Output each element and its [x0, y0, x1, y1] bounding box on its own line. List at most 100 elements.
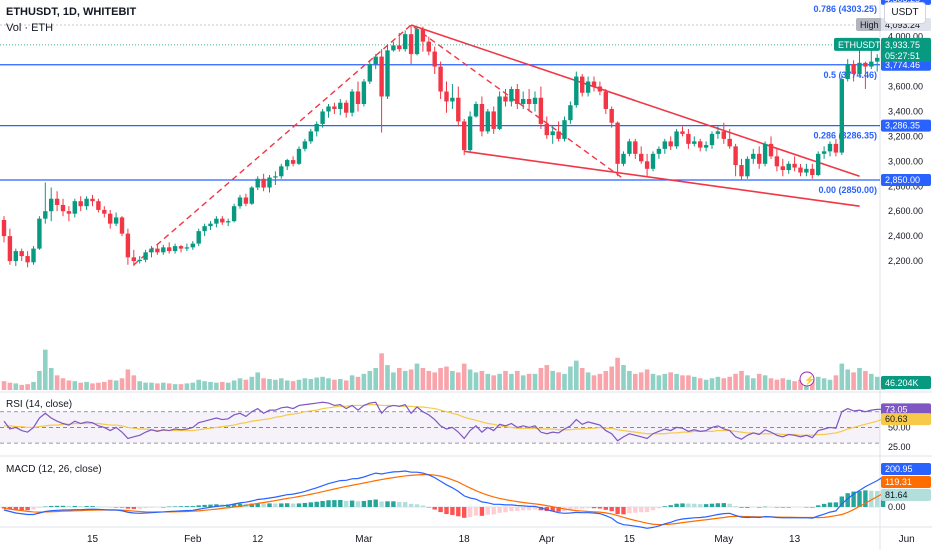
candle-body — [491, 111, 496, 129]
macd-histogram-bar — [125, 507, 131, 509]
macd-histogram-bar — [432, 507, 437, 510]
candle — [296, 146, 302, 166]
currency-selector[interactable]: USDT — [884, 2, 926, 24]
volume-bar — [220, 381, 225, 390]
macd-histogram-bar — [19, 507, 24, 511]
fib-price-tag-text: 2,850.00 — [885, 175, 920, 185]
candle-body — [255, 178, 260, 188]
candle-body — [650, 153, 656, 169]
macd-histogram-bar — [326, 500, 331, 507]
macd-histogram-bar — [196, 505, 201, 507]
candle-body — [615, 122, 620, 164]
symbol-tag: ETHUSDT — [838, 40, 881, 50]
macd-histogram-bar — [479, 507, 485, 516]
candle-body — [72, 201, 77, 214]
candle-body — [202, 226, 207, 232]
candle-body — [379, 56, 384, 97]
candle-body — [479, 103, 485, 132]
candle — [792, 156, 797, 172]
macd-histogram-bar — [355, 501, 361, 507]
price-tick-label: 3,400.00 — [888, 106, 923, 116]
volume-bar — [320, 376, 325, 390]
candle — [155, 244, 160, 255]
macd-histogram-bar — [603, 507, 608, 510]
volume-bar — [686, 375, 691, 390]
candle — [491, 106, 496, 134]
candle-body — [674, 131, 679, 147]
volume-bar — [815, 376, 821, 390]
candle — [644, 153, 650, 177]
volume-bar — [562, 373, 567, 390]
candle-body — [397, 45, 402, 50]
candle — [621, 151, 626, 167]
candle-body — [102, 209, 107, 214]
candle-body — [113, 217, 119, 224]
last-price-value: 3,933.75 — [885, 40, 920, 50]
candle — [544, 116, 549, 139]
macd-histogram-bar — [668, 505, 673, 507]
candle-body — [326, 106, 331, 112]
volume-bar — [72, 381, 78, 390]
volume-bar — [839, 363, 845, 390]
symbol-title: ETHUSDT, 1D, WHITEBIT — [6, 6, 137, 18]
candle-body — [285, 160, 290, 167]
macd-histogram-bar — [7, 507, 13, 510]
macd-pane: MACD (12, 26, close) 0.00 200.95 119.31 81.6… — [0, 463, 931, 529]
macd-histogram-bar — [804, 507, 809, 508]
candle — [432, 46, 437, 75]
volume-bar — [520, 375, 526, 390]
candle — [349, 89, 355, 117]
macd-histogram-bar — [786, 507, 791, 508]
rsi-ma-value: 60.63 — [885, 414, 908, 424]
candle — [574, 71, 579, 108]
macd-histogram-bar — [792, 507, 797, 508]
volume-bar — [90, 383, 95, 390]
candle-body — [603, 91, 608, 109]
candle — [13, 248, 18, 267]
high-label: High — [860, 20, 879, 30]
macd-histogram-bar — [532, 507, 538, 510]
candle — [810, 163, 815, 179]
volume-bar — [426, 370, 432, 390]
macd-signal-value: 119.31 — [885, 477, 912, 487]
volume-bar — [420, 368, 426, 390]
volume-last-value: 46.204K — [885, 378, 919, 388]
macd-histogram-bar — [96, 506, 101, 507]
volume-bar — [668, 372, 673, 390]
macd-histogram-bar — [757, 507, 762, 508]
volume-bar — [733, 373, 738, 390]
high-price-value: 4,093.24 — [885, 20, 920, 30]
volume-bar — [137, 381, 142, 390]
candle-body — [639, 153, 644, 162]
candle-body — [108, 213, 113, 224]
candle-body — [184, 247, 190, 249]
macd-histogram-bar — [574, 507, 579, 509]
macd-histogram-bar — [279, 503, 284, 507]
volume-bar — [149, 382, 154, 390]
macd-histogram-bar — [320, 501, 325, 507]
candle-body — [444, 91, 449, 102]
volume-bar — [745, 375, 750, 390]
candle-body — [816, 153, 821, 176]
candle — [591, 76, 597, 92]
volume-bar — [31, 381, 36, 390]
candle — [686, 128, 691, 149]
macd-histogram-bar — [149, 507, 154, 508]
candle-body — [668, 141, 673, 147]
candle — [497, 91, 502, 131]
macd-histogram-bar — [54, 505, 60, 507]
macd-histogram-bar — [745, 507, 750, 508]
candle-body — [302, 141, 308, 149]
candle — [745, 156, 750, 179]
candle-body — [54, 198, 60, 205]
candle-body — [751, 153, 756, 159]
volume-bar — [662, 373, 668, 390]
candle-body — [485, 111, 490, 132]
macd-axis-label: 0.00 — [888, 502, 906, 512]
volume-bar — [644, 369, 650, 390]
candle-body — [314, 123, 319, 132]
volume-bar — [143, 382, 148, 390]
volume-bar — [373, 368, 378, 390]
